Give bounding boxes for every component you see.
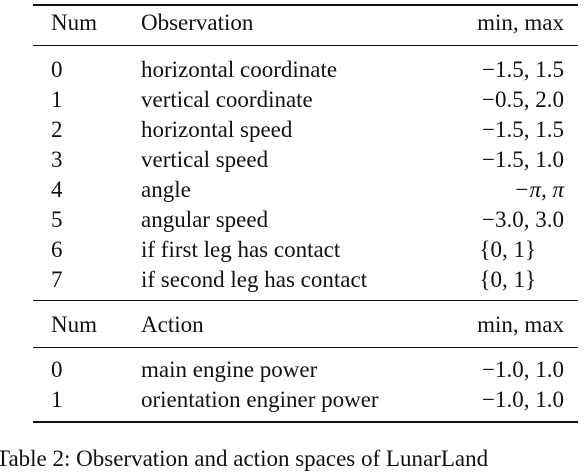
row-num: 1 — [51, 87, 63, 112]
row-range: −1.5, 1.5 — [482, 117, 564, 142]
row-range: −1.5, 1.0 — [482, 147, 564, 172]
row-num: 5 — [51, 207, 63, 232]
observation-row: 6 if first leg has contact {0, 1} — [0, 235, 586, 265]
row-label: orientation enginer power — [141, 387, 379, 412]
row-num: 2 — [51, 117, 63, 142]
row-label: horizontal speed — [141, 117, 293, 142]
row-num: 7 — [51, 267, 63, 292]
header-min-max: min, max — [477, 312, 564, 337]
observation-header-row: Num Observation min, max — [0, 8, 586, 38]
header-min-max: min, max — [477, 10, 564, 35]
observation-row: 2 horizontal speed −1.5, 1.5 — [0, 115, 586, 145]
row-num: 1 — [51, 387, 63, 412]
header-num: Num — [51, 10, 97, 35]
row-label: if first leg has contact — [141, 237, 341, 262]
row-num: 3 — [51, 147, 63, 172]
row-range: −π, π — [513, 177, 564, 202]
action-row: 0 main engine power −1.0, 1.0 — [0, 355, 586, 385]
action-header-rule — [33, 347, 578, 348]
observation-row: 3 vertical speed −1.5, 1.0 — [0, 145, 586, 175]
row-label: if second leg has contact — [141, 267, 368, 292]
header-action: Action — [141, 312, 204, 337]
observation-row: 5 angular speed −3.0, 3.0 — [0, 205, 586, 235]
observation-row: 0 horizontal coordinate −1.5, 1.5 — [0, 55, 586, 85]
observation-row: 1 vertical coordinate −0.5, 2.0 — [0, 85, 586, 115]
row-label: horizontal coordinate — [141, 57, 338, 82]
observation-header-rule — [33, 45, 578, 46]
top-rule — [33, 4, 578, 6]
row-num: 0 — [51, 57, 63, 82]
row-label: vertical speed — [141, 147, 269, 172]
action-header-row: Num Action min, max — [0, 310, 586, 340]
action-row: 1 orientation enginer power −1.0, 1.0 — [0, 385, 586, 415]
row-label: angle — [141, 177, 191, 202]
section-divider-rule — [33, 300, 578, 301]
row-label: vertical coordinate — [141, 87, 313, 112]
bottom-rule — [33, 421, 578, 423]
observation-row: 4 angle −π, π — [0, 175, 586, 205]
row-range: −3.0, 3.0 — [482, 207, 564, 232]
row-label: main engine power — [141, 357, 318, 382]
row-range: {0, 1} — [479, 237, 536, 262]
row-num: 4 — [51, 177, 63, 202]
row-range: −1.0, 1.0 — [482, 387, 564, 412]
row-num: 0 — [51, 357, 63, 382]
row-range: {0, 1} — [479, 267, 536, 292]
observation-row: 7 if second leg has contact {0, 1} — [0, 265, 586, 295]
header-num: Num — [51, 312, 97, 337]
header-observation: Observation — [141, 10, 254, 35]
row-range: −0.5, 2.0 — [482, 87, 564, 112]
row-label: angular speed — [141, 207, 269, 232]
row-num: 6 — [51, 237, 63, 262]
table-caption: Table 2: Observation and action spaces o… — [0, 446, 489, 471]
row-range: −1.5, 1.5 — [482, 57, 564, 82]
row-range: −1.0, 1.0 — [482, 357, 564, 382]
